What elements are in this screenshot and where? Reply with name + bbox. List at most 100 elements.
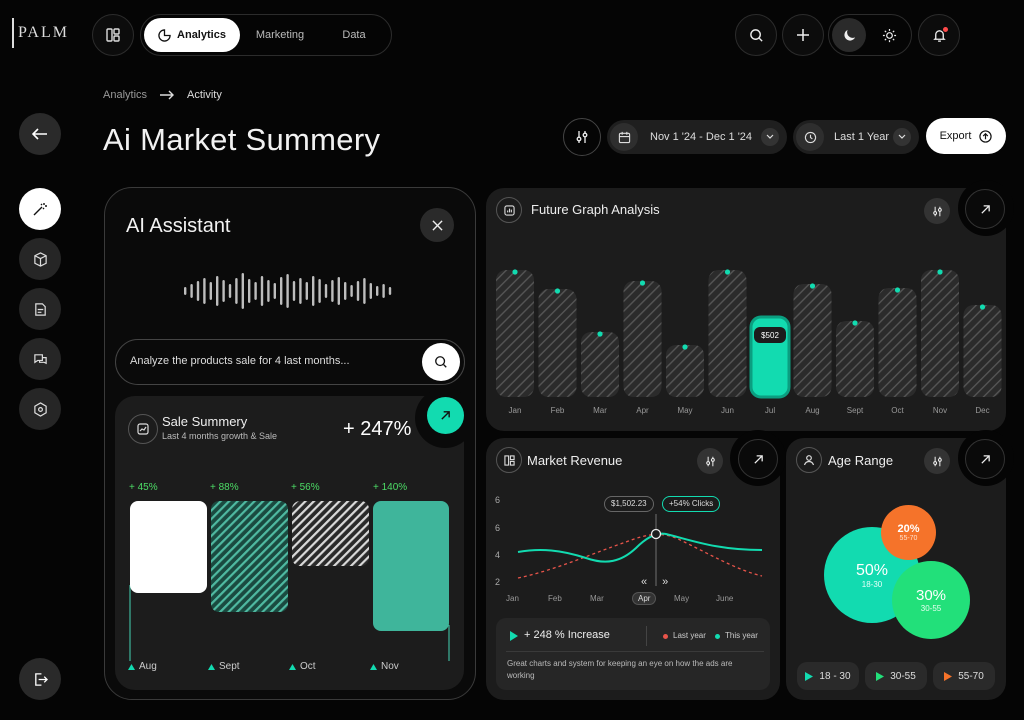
x-tick-label: Feb (548, 594, 562, 603)
future-bar-may[interactable] (666, 345, 704, 397)
arrow-up-right-icon (753, 454, 763, 464)
future-bar-dec[interactable] (963, 305, 1002, 397)
age-bubble-30-55[interactable]: 30% 30-55 (892, 561, 970, 639)
age-filter-18-30[interactable]: 18 - 30 (797, 662, 859, 690)
this-year-line (517, 532, 763, 563)
voice-waveform (184, 273, 392, 309)
future-bar-oct[interactable] (878, 288, 917, 397)
last-year-line (517, 533, 763, 579)
future-graph-expand-button[interactable] (965, 189, 1005, 229)
tab-data[interactable]: Data (320, 18, 388, 52)
selected-point[interactable] (650, 528, 662, 540)
future-graph-title: Future Graph Analysis (531, 202, 660, 217)
highlight-label: $502 (761, 331, 779, 340)
future-bar-dot (597, 331, 603, 337)
main-tabs: Analytics Marketing Data (140, 14, 392, 56)
age-filter-55-70[interactable]: 55-70 (933, 662, 995, 690)
wave-bar (350, 285, 353, 297)
date-range-select[interactable]: Nov 1 '24 - Dec 1 '24 (607, 120, 787, 154)
scroll-arrows[interactable]: « » (641, 576, 675, 588)
theme-toggle (828, 14, 912, 56)
wave-bar (382, 284, 385, 298)
tab-analytics[interactable]: Analytics (144, 18, 240, 52)
wave-bar (305, 282, 308, 300)
tab-marketing[interactable]: Marketing (240, 18, 320, 52)
close-button[interactable] (420, 208, 454, 242)
logout-icon (34, 672, 48, 686)
future-bar-dot (724, 269, 731, 275)
user-icon (796, 447, 822, 473)
light-mode-button[interactable] (872, 18, 906, 52)
wave-bar (280, 277, 283, 305)
prompt-search-button[interactable] (422, 343, 460, 381)
divider (646, 626, 647, 646)
future-bar-mar[interactable] (581, 332, 619, 397)
future-bar-feb[interactable] (538, 289, 577, 397)
future-bar-dot (554, 288, 561, 294)
wave-bar (331, 280, 334, 302)
sale-month-sept: Sept (219, 661, 240, 672)
future-bar-aug[interactable] (793, 284, 832, 397)
market-revenue-expand-button[interactable] (738, 439, 778, 479)
logout-button[interactable] (19, 658, 61, 700)
filter-button[interactable] (563, 118, 601, 156)
future-bar-dot (639, 280, 646, 286)
sliders-icon (932, 456, 942, 466)
sidebar-item-messages[interactable] (19, 338, 61, 380)
wave-bar (388, 287, 392, 295)
legend-last-year: Last year (673, 631, 706, 640)
notification-button[interactable] (918, 14, 960, 56)
sidebar-item-settings[interactable] (19, 388, 61, 430)
future-graph-filter-button[interactable] (924, 198, 950, 224)
y-tick: 4 (495, 550, 501, 560)
period-select[interactable]: Last 1 Year (793, 120, 919, 154)
tab-label: Analytics (177, 29, 226, 41)
sale-summary-expand-button[interactable] (427, 397, 464, 434)
age-filter-30-55[interactable]: 30-55 (865, 662, 927, 690)
future-bar-dot (979, 304, 986, 310)
wave-bar (222, 280, 225, 302)
market-revenue-filter-button[interactable] (697, 448, 723, 474)
age-range-filter-button[interactable] (924, 448, 950, 474)
search-button[interactable] (735, 14, 777, 56)
future-bar-sept[interactable] (836, 321, 874, 397)
future-bar-jan[interactable] (496, 270, 534, 397)
x-tick-label[interactable]: Apr (632, 592, 657, 605)
sale-pct-nov: + 140% (373, 482, 408, 493)
export-button[interactable]: Export (926, 118, 1006, 154)
sidebar-item-products[interactable] (19, 238, 61, 280)
trend-icon (128, 414, 158, 444)
x-tick-label: Oct (891, 406, 904, 415)
arrow-left-icon (32, 128, 47, 140)
add-button[interactable] (782, 14, 824, 56)
layout-icon[interactable] (92, 14, 134, 56)
back-button[interactable] (19, 113, 61, 155)
market-revenue-title: Market Revenue (527, 453, 623, 468)
x-tick-label: June (716, 594, 734, 603)
moon-icon (843, 29, 855, 41)
prompt-input[interactable]: Analyze the products sale for 4 last mon… (115, 339, 465, 385)
sidebar-item-documents[interactable] (19, 288, 61, 330)
age-range-expand-button[interactable] (965, 439, 1005, 479)
x-tick-label: Jun (721, 406, 734, 415)
sidebar-item-magic[interactable] (19, 188, 61, 230)
future-bar-apr[interactable] (623, 281, 662, 397)
future-bar-jun[interactable] (708, 270, 747, 397)
upload-icon (979, 129, 993, 143)
legend-dot-last-year (663, 634, 668, 639)
wave-bar (260, 276, 264, 306)
play-icon (805, 671, 814, 681)
wave-bar (337, 277, 340, 305)
breadcrumb-parent[interactable]: Analytics (103, 89, 148, 101)
wave-bar (190, 284, 193, 298)
sale-summary-subtitle: Last 4 months growth & Sale (162, 431, 278, 441)
breadcrumb-current: Activity (187, 89, 222, 101)
date-range-value: Nov 1 '24 - Dec 1 '24 (650, 131, 753, 143)
bubble-pct: 50% (855, 561, 889, 579)
x-tick-label: Aug (805, 406, 819, 415)
age-bubble-55-70[interactable]: 20% 55-70 (881, 505, 936, 560)
dark-mode-button[interactable] (832, 18, 866, 52)
revenue-tooltip-clicks: +54% Clicks (662, 496, 721, 512)
document-icon (34, 302, 46, 316)
future-bar-nov[interactable] (921, 270, 959, 397)
